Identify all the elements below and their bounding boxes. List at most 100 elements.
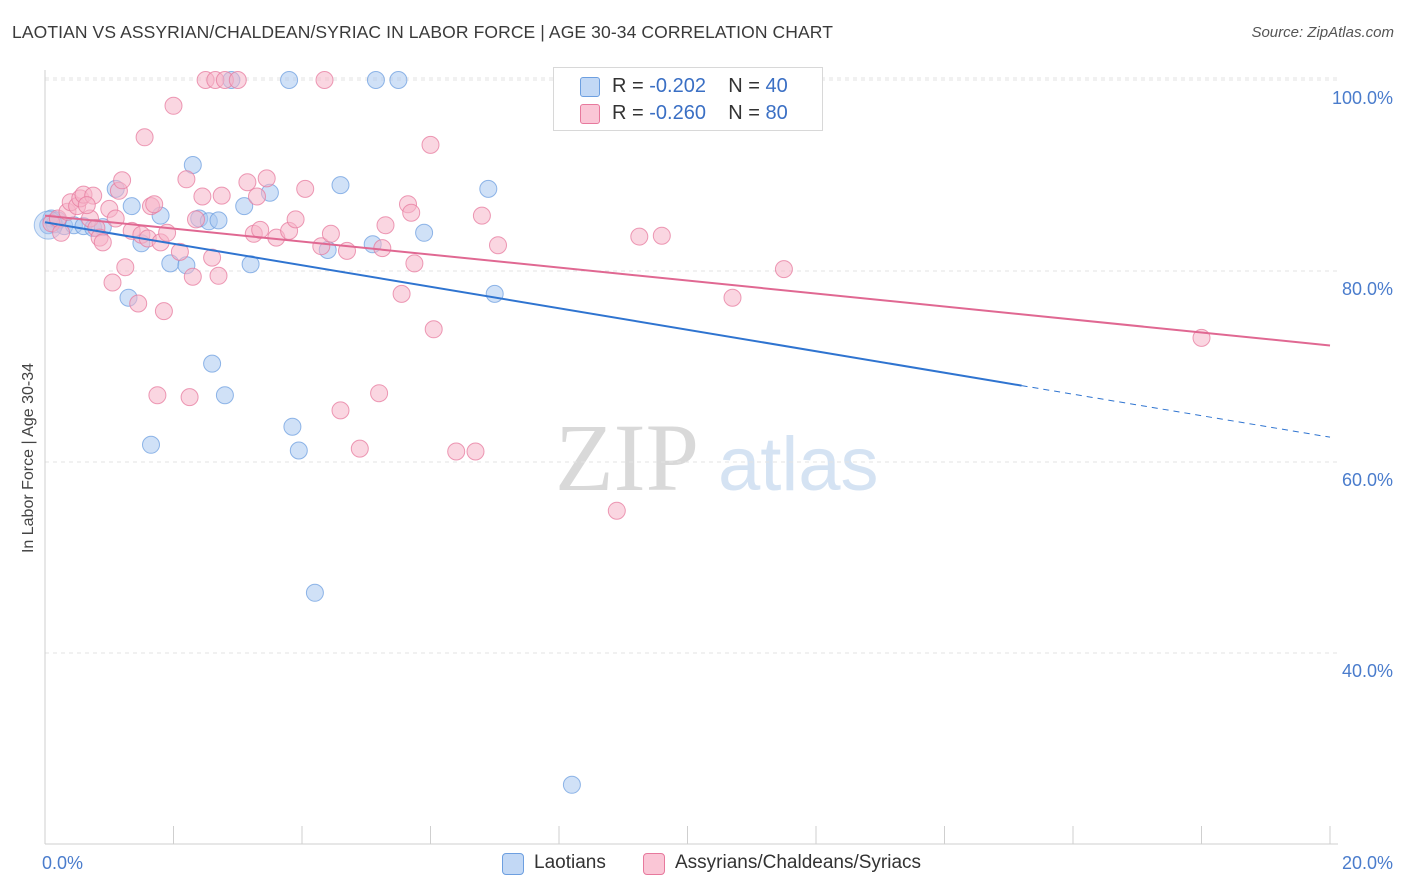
assyrians-point	[607, 501, 626, 520]
assyrians-point	[723, 288, 742, 307]
assyrians-point	[370, 384, 389, 403]
assyrians-point	[93, 233, 112, 252]
legend-r-value: -0.260	[649, 102, 706, 124]
tick-labels: 40.0% 60.0% 80.0% 100.0% 0.0% 20.0%	[42, 88, 1393, 873]
assyrians-point	[177, 170, 196, 189]
assyrians-point	[489, 236, 507, 255]
laotians-point	[479, 179, 498, 198]
legend-n-value: 40	[765, 75, 788, 97]
legend-swatch-laotians	[580, 77, 600, 97]
assyrians-point	[315, 71, 334, 89]
watermark-atlas: atlas	[718, 422, 879, 507]
assyrians-point	[113, 171, 132, 190]
laotians-point	[209, 211, 228, 230]
legend-r-label: R =	[612, 102, 650, 124]
laotians-point	[122, 197, 141, 216]
assyrians-trend-line	[44, 214, 1331, 347]
assyrians-point	[103, 273, 122, 292]
x-tick-label: 0.0%	[42, 853, 83, 873]
assyrians-point	[376, 216, 395, 235]
bottom-legend-swatch-laotians	[502, 853, 524, 875]
y-tick-label: 40.0%	[1342, 661, 1393, 681]
assyrians-point	[164, 96, 183, 115]
assyrians-point	[145, 195, 164, 214]
watermark: ZIP atlas	[555, 404, 879, 511]
assyrians-point	[350, 439, 369, 458]
assyrians-point	[170, 242, 189, 261]
laotians-point	[415, 223, 434, 242]
assyrians-point	[180, 388, 199, 407]
assyrians-point	[424, 320, 443, 339]
assyrians-point	[77, 196, 96, 215]
laotians-point	[289, 441, 308, 460]
legend-r-value: -0.202	[649, 75, 706, 97]
assyrians-point	[402, 203, 421, 222]
chart-title: LAOTIAN VS ASSYRIAN/CHALDEAN/SYRIAC IN L…	[12, 22, 833, 42]
laotians-point	[142, 435, 160, 454]
assyrians-point	[154, 302, 173, 321]
laotians-point	[389, 71, 408, 89]
assyrians-point	[187, 210, 205, 229]
assyrians-point	[405, 254, 424, 273]
assyrians-point	[228, 71, 247, 89]
assyrians-point	[238, 173, 257, 192]
laotians-point	[331, 176, 350, 195]
assyrians-point	[296, 179, 315, 198]
laotians-point	[215, 386, 234, 405]
laotians-point	[235, 197, 254, 216]
laotians-trend-extension	[1021, 385, 1331, 438]
legend-n-value: 80	[765, 102, 788, 124]
assyrians-point	[392, 284, 411, 303]
assyrians-point	[148, 386, 167, 405]
assyrians-point	[331, 401, 350, 420]
assyrians-point	[106, 209, 125, 228]
y-tick-label: 60.0%	[1342, 470, 1393, 490]
assyrians-point	[421, 135, 440, 154]
bottom-legend-label-assyrians: Assyrians/Chaldeans/Syriacs	[675, 852, 922, 873]
assyrians-point	[203, 248, 222, 267]
laotians-point	[562, 775, 581, 794]
bottom-legend-swatch-assyrians	[643, 853, 665, 875]
assyrians-point	[209, 266, 228, 285]
assyrians-point	[193, 187, 212, 206]
source-note: Source: ZipAtlas.com	[1251, 24, 1394, 41]
laotians-point	[366, 71, 385, 89]
assyrians-point	[116, 258, 135, 277]
assyrians-point	[630, 227, 649, 246]
laotians-trend-line	[44, 221, 1022, 387]
assyrians-point	[652, 226, 671, 245]
assyrians-point	[129, 294, 148, 313]
watermark-zip: ZIP	[555, 404, 699, 511]
gridlines	[45, 77, 1338, 654]
assyrians-point	[286, 210, 305, 229]
assyrians-point	[257, 169, 276, 188]
laotians-point	[280, 71, 299, 89]
legend-r-label: R =	[612, 75, 650, 97]
assyrians-point	[212, 186, 231, 205]
assyrians-point	[135, 128, 154, 147]
y-axis-title: In Labor Force | Age 30-34	[20, 363, 37, 553]
laotians-point	[305, 583, 324, 602]
assyrians-point	[447, 442, 466, 461]
assyrians-point	[312, 237, 331, 256]
correlation-legend: R = -0.202 N = 40 R = -0.260 N = 80	[553, 67, 823, 131]
assyrians-point	[466, 442, 485, 461]
assyrians-point	[472, 206, 491, 225]
legend-n-label: N =	[728, 102, 766, 124]
legend-swatch-assyrians	[580, 104, 600, 124]
laotians-point	[283, 417, 302, 436]
y-tick-label: 80.0%	[1342, 279, 1393, 299]
bottom-legend-label-laotians: Laotians	[534, 852, 606, 873]
assyrians-point	[251, 220, 270, 239]
y-tick-label: 100.0%	[1332, 88, 1393, 108]
assyrians-point	[183, 267, 202, 286]
assyrians-point	[248, 187, 266, 206]
assyrians-point	[774, 260, 793, 279]
assyrians-point	[321, 224, 340, 243]
trend-lines	[44, 214, 1331, 438]
legend-n-label: N =	[728, 75, 766, 97]
laotians-point	[203, 354, 222, 373]
laotians-point	[485, 284, 504, 303]
x-tick-label: 20.0%	[1342, 853, 1393, 873]
